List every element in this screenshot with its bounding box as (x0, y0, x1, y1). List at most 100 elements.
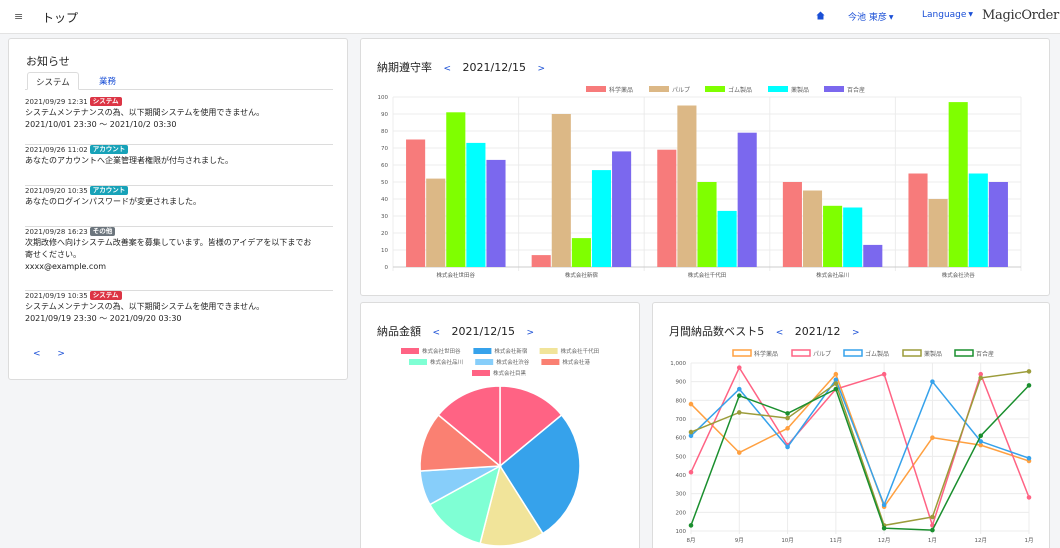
data-point (1026, 383, 1032, 388)
delivery-rate-bar-chart: 科学薬品 パルプ ゴム製品 薬製品 百合産 0 10 20 30 40 50 60 70 80 90 100 株… (378, 86, 1022, 279)
data-point (785, 411, 790, 416)
x-tick-label: 8月 (687, 537, 696, 544)
legend-swatch (539, 348, 558, 354)
pie-slice (499, 413, 581, 535)
tab-system[interactable]: システム (27, 72, 79, 90)
series-line (690, 370, 1030, 527)
news-category-badge: システム (89, 97, 122, 106)
data-point (688, 469, 694, 475)
data-point (978, 442, 984, 448)
legend-label: ゴム製品 (728, 86, 752, 94)
language-menu[interactable]: Language ▼ (922, 10, 973, 20)
legend-swatch (473, 348, 492, 354)
bar (677, 105, 697, 267)
legend-swatch (401, 348, 419, 354)
data-point (1026, 455, 1032, 461)
legend-swatch (791, 349, 811, 357)
data-point (881, 502, 887, 508)
data-point (688, 401, 694, 407)
bar (968, 173, 988, 267)
bar (948, 102, 968, 267)
y-tick-label: 900 (676, 380, 687, 386)
news-meta: 2021/09/28 16:23 その他 (25, 227, 333, 237)
news-item[interactable]: 2021/09/19 10:35 システム システムメンテナンスの為、以下期間システ… (25, 291, 333, 343)
news-item[interactable]: 2021/09/29 12:31 システム システムメンテナンスの為、以下期間システ… (25, 97, 333, 145)
monthly-best-next-button[interactable]: > (851, 328, 860, 338)
news-body-line: 寄せください。 (25, 250, 81, 259)
monthly-best-prev-button[interactable]: < (775, 328, 784, 338)
delivery-rate-date: 2021/12/15 (462, 61, 526, 74)
bar (928, 199, 948, 267)
news-item[interactable]: 2021/09/20 10:35 アカウント あなたのログインパスワードが変更されま… (25, 186, 333, 227)
legend-swatch (824, 86, 844, 92)
legend-swatch (541, 359, 560, 365)
data-point (688, 429, 694, 435)
monthly-best-header: 月間納品数ベスト5 < 2021/12 > (669, 323, 860, 339)
data-point (930, 379, 935, 384)
y-tick-label: 10 (381, 248, 388, 254)
y-tick-label: 50 (381, 180, 388, 186)
data-point (833, 377, 839, 383)
news-body-line: 2021/09/19 23:30 〜 2021/09/20 03:30 (25, 314, 182, 323)
delivery-amount-title: 納品金額 (377, 325, 421, 338)
delivery-rate-next-button[interactable]: > (537, 64, 545, 74)
bar (446, 112, 466, 267)
legend-swatch (954, 349, 974, 357)
bar (486, 159, 506, 267)
delivery-amount-next-button[interactable]: > (526, 328, 534, 338)
data-point (833, 381, 839, 386)
delivery-rate-card: 納期遵守率 < 2021/12/15 > 科学薬品 パルプ ゴム製品 薬製品 百合産 0 1… (360, 38, 1050, 296)
news-prev-button[interactable]: < (33, 349, 41, 359)
legend-label: 株式会社渋谷 (496, 358, 530, 366)
legend-label: 科学薬品 (609, 86, 633, 94)
data-point (930, 514, 935, 520)
home-icon[interactable] (816, 11, 825, 20)
monthly-best-line-chart: 科学薬品 パルプ ゴム製品 薬製品 百合産 100 200 300 400 500 600 700 80… (670, 349, 1034, 544)
pie-slice (419, 413, 502, 472)
news-body-line: あなたのアカウントへ企業管理者権限が付与されました。 (25, 156, 233, 165)
news-meta: 2021/09/19 10:35 システム (25, 291, 333, 301)
delivery-amount-prev-button[interactable]: < (432, 328, 441, 338)
news-datetime: 2021/09/20 10:35 (25, 187, 88, 195)
bar (908, 173, 928, 267)
legend-label: 株式会社港 (562, 358, 590, 366)
magic-order-logo[interactable]: MagicOrder (982, 8, 1059, 23)
news-next-button[interactable]: > (57, 349, 65, 359)
bar (612, 151, 632, 267)
bar (657, 149, 677, 267)
bar (717, 210, 737, 267)
legend-swatch (649, 86, 669, 92)
caret-down-icon: ▼ (888, 14, 894, 21)
legend-label: 薬製品 (791, 86, 809, 94)
data-point (736, 393, 742, 398)
x-tick-label: 株式会社新宿 (565, 271, 599, 279)
data-point (785, 415, 790, 421)
news-datetime: 2021/09/26 11:02 (25, 146, 88, 154)
delivery-amount-header: 納品金額 < 2021/12/15 > (377, 323, 534, 339)
x-tick-label: 株式会社世田谷 (437, 271, 476, 279)
user-menu[interactable]: 今池 東彦 ▼ (848, 10, 894, 23)
legend-swatch (902, 349, 922, 357)
news-item[interactable]: 2021/09/28 16:23 その他 次期改修へ向けシステム改善案を募集していま… (25, 227, 333, 291)
legend-label: 科学薬品 (754, 350, 778, 358)
legend-label: 株式会社目黒 (493, 369, 527, 377)
data-point (736, 365, 742, 370)
y-tick-label: 30 (381, 214, 388, 220)
bar (466, 142, 486, 267)
bar (571, 238, 591, 267)
news-datetime: 2021/09/19 10:35 (25, 292, 88, 300)
news-item[interactable]: 2021/09/26 11:02 アカウント あなたのアカウントへ企業管理者権限が付… (25, 145, 333, 186)
tab-business[interactable]: 業務 (99, 77, 117, 87)
data-point (785, 444, 790, 450)
delivery-rate-prev-button[interactable]: < (443, 64, 452, 74)
news-tabs: システム 業務 (25, 72, 333, 90)
y-tick-label: 80 (381, 129, 388, 135)
top-bar: ≡ トップ 今池 東彦 ▼ Language ▼ MagicOrder (0, 0, 1060, 34)
data-point (978, 433, 984, 439)
y-tick-label: 600 (676, 436, 687, 442)
legend-label: 薬製品 (924, 350, 942, 358)
data-point (930, 435, 935, 440)
legend-label: 百合産 (847, 86, 865, 94)
legend-swatch (586, 86, 606, 92)
hamburger-menu-icon[interactable]: ≡ (14, 10, 24, 23)
